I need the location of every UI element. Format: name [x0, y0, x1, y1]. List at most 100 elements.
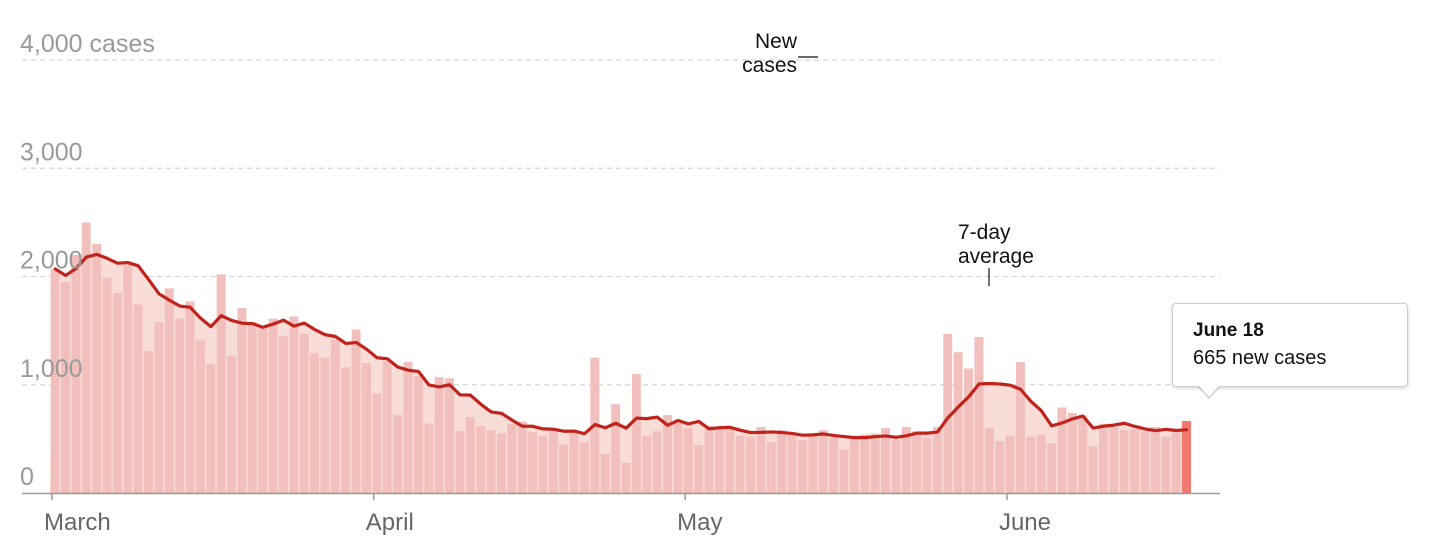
bar	[818, 430, 828, 493]
bar	[683, 428, 693, 493]
bar	[725, 428, 735, 493]
bar	[123, 264, 133, 493]
bar	[216, 274, 226, 493]
bar	[1119, 430, 1129, 493]
average-label-line2: average	[958, 245, 1034, 268]
bar	[445, 378, 455, 493]
average-line-group	[53, 252, 1189, 440]
bar	[92, 244, 102, 493]
bar	[403, 362, 413, 493]
bar	[1130, 429, 1140, 493]
bar	[393, 415, 403, 493]
bar	[1026, 436, 1036, 493]
bar	[227, 355, 237, 493]
x-axis-labels: March April May June	[44, 493, 1051, 536]
bar	[1088, 446, 1098, 493]
bar	[362, 363, 371, 493]
bars	[50, 222, 1191, 493]
bar	[476, 425, 486, 493]
average-label-line1: 7-day	[958, 221, 1011, 244]
bar	[974, 337, 984, 493]
bar	[60, 281, 70, 493]
bar	[621, 462, 631, 493]
new-cases-label-line2: cases	[742, 54, 797, 77]
y-tick-label: 0	[20, 463, 34, 491]
bar	[424, 423, 434, 493]
bar	[496, 433, 506, 493]
bar	[943, 333, 953, 493]
bar	[71, 254, 81, 493]
bar	[870, 433, 880, 493]
bar	[860, 434, 870, 493]
bar	[237, 307, 247, 493]
tooltip-date: June 18	[1193, 320, 1264, 341]
y-tick-label: 2,000	[20, 247, 83, 275]
tooltip-arrow	[1198, 385, 1220, 397]
bar	[320, 357, 330, 493]
y-tick-label: 4,000 cases	[20, 30, 155, 58]
bar	[102, 277, 112, 493]
x-tick-label: May	[677, 509, 722, 536]
bar	[984, 428, 994, 493]
bar	[953, 352, 963, 493]
bar	[175, 318, 185, 493]
bar	[673, 420, 683, 493]
bar	[600, 454, 610, 493]
bar	[569, 432, 579, 493]
bar	[164, 288, 174, 493]
bar	[1067, 412, 1077, 493]
bar	[465, 417, 475, 493]
bar	[268, 318, 278, 493]
y-tick-label: 1,000	[20, 355, 83, 383]
bar	[922, 437, 932, 493]
bar	[881, 428, 890, 493]
bar	[247, 321, 257, 493]
bar	[330, 339, 340, 493]
bar	[1109, 426, 1119, 493]
bar	[289, 316, 299, 493]
bar	[901, 426, 911, 493]
bar	[413, 376, 423, 493]
bar	[81, 222, 91, 493]
bar	[746, 436, 756, 493]
bar	[579, 442, 589, 493]
bar	[507, 423, 517, 493]
bar	[891, 439, 901, 493]
bar	[1078, 415, 1088, 493]
bar	[964, 368, 974, 493]
bar	[663, 415, 672, 493]
bar	[1150, 426, 1160, 493]
bar	[517, 421, 527, 493]
new-cases-label-line1: New	[755, 30, 798, 53]
y-tick-label: 3,000	[20, 138, 83, 166]
bar	[839, 449, 849, 493]
bar	[341, 367, 351, 493]
bar	[766, 442, 776, 493]
tooltip-value: 665 new cases	[1193, 347, 1327, 369]
bar	[829, 437, 839, 493]
bar	[258, 326, 268, 493]
bar	[144, 351, 153, 493]
x-tick-label: April	[366, 509, 414, 536]
bar	[1161, 436, 1171, 493]
bar	[756, 426, 766, 493]
bar	[808, 433, 818, 493]
bar	[1171, 432, 1181, 493]
bar	[1005, 435, 1015, 493]
bar	[1015, 362, 1025, 493]
bar	[611, 404, 621, 493]
bar	[382, 360, 392, 493]
bar	[486, 430, 496, 493]
bar	[206, 364, 216, 493]
x-tick-label: June	[999, 509, 1051, 536]
bar	[631, 373, 641, 493]
bar	[548, 428, 558, 493]
average-line	[53, 252, 1189, 440]
bar	[1098, 423, 1108, 493]
bar	[1057, 407, 1067, 493]
tooltip: June 18 665 new cases	[1172, 303, 1408, 387]
bar	[50, 268, 60, 493]
bar-highlighted	[1182, 421, 1191, 493]
x-tick-label: March	[44, 509, 111, 536]
